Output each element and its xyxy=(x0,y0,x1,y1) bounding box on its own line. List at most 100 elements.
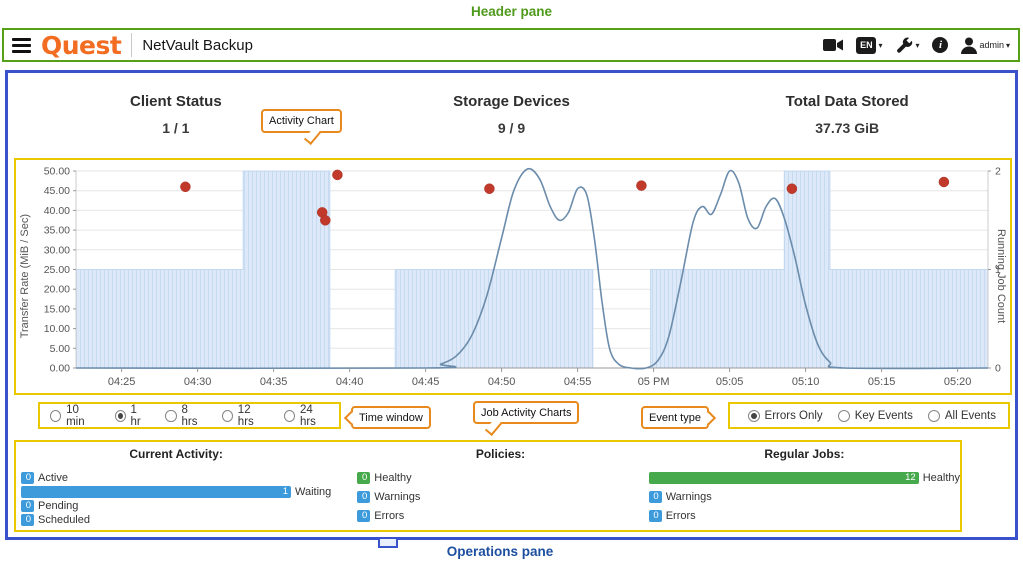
radio-circle-12-hrs[interactable] xyxy=(221,409,233,422)
menu-bar xyxy=(12,49,31,53)
stat-total-data-stored: Total Data Stored 37.73 GiB xyxy=(679,93,1015,136)
operations-columns: Current Activity: 0 Active 1 Waiting 0 Pending… xyxy=(16,447,960,529)
error-event-dot[interactable] xyxy=(938,176,950,188)
error-event-dot[interactable] xyxy=(320,215,331,226)
event-type-group: Errors Only Key Events All Events xyxy=(728,402,1010,429)
ops-bar: 0 xyxy=(357,491,371,503)
callout-tail xyxy=(303,126,321,146)
ops-row-healthy[interactable]: 0 Healthy xyxy=(357,472,643,484)
operations-pane-pointer xyxy=(378,537,398,548)
video-tour-button[interactable] xyxy=(823,38,844,52)
radio-10-min[interactable]: 10 min xyxy=(50,404,98,428)
radio-key-events[interactable]: Key Events xyxy=(837,409,913,422)
ops-bar-label: Healthy xyxy=(922,472,960,484)
stat-label: Total Data Stored xyxy=(785,93,909,110)
ops-bar-label: Warnings xyxy=(665,491,712,503)
radio-circle-1-hr[interactable] xyxy=(114,409,126,422)
video-camera-icon xyxy=(823,39,844,51)
activity-chart[interactable]: Transfer Rate (MiB / Sec) 0.00 5.00 10.00 1… xyxy=(14,158,1012,395)
ops-row-pending[interactable]: 0 Pending xyxy=(21,500,331,512)
chevron-down-icon: ▾ xyxy=(878,40,883,50)
radio-all-events[interactable]: All Events xyxy=(927,409,996,422)
y-axis-title-right: Running Job Count xyxy=(993,160,1009,393)
x-tick-label: 05:15 xyxy=(868,376,896,388)
ops-column-0: Current Activity: 0 Active 1 Waiting 0 Pending… xyxy=(16,447,331,529)
stat-value: 9 / 9 xyxy=(497,120,526,136)
y-left-tick-label: 40.00 xyxy=(44,205,70,217)
y-left-tick-label: 45.00 xyxy=(44,185,70,197)
radio-circle-10-min[interactable] xyxy=(50,409,62,422)
ops-bar: 0 xyxy=(648,510,662,522)
y-left-tick-label: 25.00 xyxy=(44,264,70,276)
quest-logo: Quest xyxy=(41,30,122,60)
ops-row-warnings[interactable]: 0 Warnings xyxy=(648,491,960,503)
dashboard-pane: Client Status 1 / 1 Storage Devices 9 / … xyxy=(5,70,1018,540)
radio-12-hrs[interactable]: 12 hrs xyxy=(221,404,267,428)
y-left-tick-label: 15.00 xyxy=(44,303,70,315)
ops-bar: 1 xyxy=(21,486,291,498)
stat-storage-devices: Storage Devices 9 / 9 xyxy=(344,93,680,136)
radio-circle-all-events[interactable] xyxy=(927,409,940,422)
ops-row-healthy[interactable]: 12 Healthy xyxy=(648,472,960,484)
transfer-rate-axis-label: Transfer Rate (MiB / Sec) xyxy=(19,214,31,339)
error-event-dot[interactable] xyxy=(180,181,191,193)
product-title: NetVault Backup xyxy=(142,36,253,54)
stat-client-status: Client Status 1 / 1 xyxy=(8,93,344,136)
annotation-event-type: Event type xyxy=(641,406,717,429)
info-button[interactable]: i xyxy=(932,37,949,53)
header-icon-group: EN ▾ ▾ i admin ▾ xyxy=(823,36,1010,54)
operations-summary: Current Activity: 0 Active 1 Waiting 0 Pending… xyxy=(14,440,962,532)
menu-bar xyxy=(12,37,31,41)
ops-bar-label: Errors xyxy=(374,510,405,522)
ops-row-errors[interactable]: 0 Errors xyxy=(648,510,960,522)
language-menu-button[interactable]: EN ▾ xyxy=(856,36,883,54)
ops-row-active[interactable]: 0 Active xyxy=(21,472,331,484)
error-event-dot[interactable] xyxy=(332,169,343,181)
y-right-tick-label: 1 xyxy=(995,264,1001,276)
ops-bar-label: Waiting xyxy=(295,486,332,498)
ops-row-errors[interactable]: 0 Errors xyxy=(357,510,643,522)
y-axis-title-left: Transfer Rate (MiB / Sec) xyxy=(17,160,33,393)
ops-column-title: Regular Jobs: xyxy=(764,447,845,461)
ops-bar: 0 xyxy=(648,491,662,503)
y-left-tick-label: 5.00 xyxy=(50,343,71,355)
radio-label: 1 hr xyxy=(130,403,141,428)
radio-circle-errors-only[interactable] xyxy=(747,409,760,422)
x-tick-label: 05 PM xyxy=(638,376,670,388)
radio-label: Errors Only xyxy=(764,409,823,422)
radio-circle-8-hrs[interactable] xyxy=(165,409,177,422)
menu-icon[interactable] xyxy=(12,37,31,53)
activity-chart-svg[interactable]: 0.00 5.00 10.00 15.00 20.00 25.00 30.00 35.00 40… xyxy=(16,160,1010,393)
ops-bar: 0 xyxy=(21,514,34,526)
x-tick-label: 04:35 xyxy=(260,376,288,388)
x-tick-label: 04:30 xyxy=(184,376,212,388)
annotation-header-pane: Header pane xyxy=(470,4,553,19)
radio-errors-only[interactable]: Errors Only xyxy=(747,409,823,422)
error-event-dot[interactable] xyxy=(636,180,647,191)
stat-value: 37.73 GiB xyxy=(815,120,880,136)
ops-row-warnings[interactable]: 0 Warnings xyxy=(357,491,643,503)
radio-24-hrs[interactable]: 24 hrs xyxy=(283,403,329,428)
callout-tail xyxy=(484,417,503,437)
tools-menu-button[interactable]: ▾ xyxy=(895,36,919,54)
ops-row-waiting[interactable]: 1 Waiting xyxy=(21,486,331,498)
ops-bar-label: Pending xyxy=(38,500,79,512)
stat-value: 1 / 1 xyxy=(162,120,190,136)
ops-row-scheduled[interactable]: 0 Scheduled xyxy=(21,514,331,526)
error-event-dot[interactable] xyxy=(786,183,798,194)
error-event-dot[interactable] xyxy=(484,183,495,194)
radio-1-hr[interactable]: 1 hr xyxy=(114,403,149,428)
user-menu-button[interactable]: admin ▾ xyxy=(961,37,1010,54)
annotation-text: Job Activity Charts xyxy=(481,406,572,419)
x-tick-label: 04:50 xyxy=(488,376,516,388)
radio-8-hrs[interactable]: 8 hrs xyxy=(165,404,204,428)
radio-circle-key-events[interactable] xyxy=(837,409,850,422)
ops-bar: 12 xyxy=(648,472,919,484)
y-left-tick-label: 10.00 xyxy=(44,323,70,335)
user-name-label: admin xyxy=(979,40,1004,50)
y-left-tick-label: 0.00 xyxy=(50,363,71,375)
radio-label: 24 hrs xyxy=(299,403,316,428)
radio-circle-24-hrs[interactable] xyxy=(283,409,295,422)
y-left-tick-label: 20.00 xyxy=(44,284,70,296)
